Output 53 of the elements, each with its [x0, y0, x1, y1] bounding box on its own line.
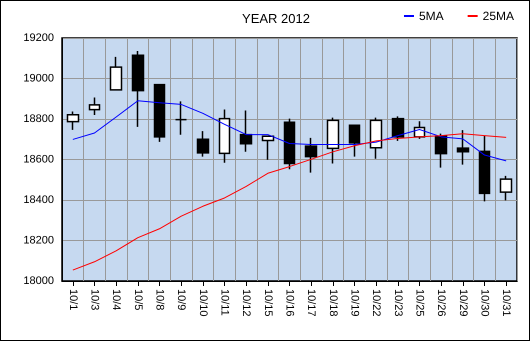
legend-label: 5MA	[418, 9, 444, 23]
x-tick-label: 10/31	[500, 289, 512, 317]
y-tick-label: 19200	[23, 32, 54, 44]
x-tick-label: 10/30	[478, 289, 490, 317]
y-tick-label: 18800	[23, 113, 54, 125]
x-tick-label: 10/29	[456, 289, 469, 317]
x-tick-label: 10/1	[66, 289, 79, 310]
x-tick-label: 10/12	[240, 289, 252, 317]
chart-title: YEAR 2012	[242, 11, 310, 26]
candlestick	[196, 130, 210, 158]
candlestick	[174, 100, 188, 136]
candlestick	[262, 135, 274, 160]
x-tick-label: 10/16	[284, 289, 296, 317]
x-tick-label: 10/8	[154, 289, 166, 310]
x-tick-label: 10/17	[305, 289, 318, 317]
x-tick-label: 10/22	[370, 289, 382, 317]
candlestick	[456, 129, 470, 166]
x-tick-label: 10/10	[196, 289, 209, 317]
y-tick-label: 18600	[23, 154, 54, 166]
candlestick	[66, 110, 80, 131]
x-tick-label: 10/4	[110, 289, 122, 310]
candlestick	[110, 56, 122, 91]
x-tick-label: 10/18	[326, 289, 339, 317]
legend-label: 25MA	[482, 9, 514, 23]
y-tick-label: 19000	[23, 72, 54, 84]
x-tick-label: 10/26	[435, 289, 448, 317]
candlestick	[284, 118, 296, 170]
line-series	[72, 100, 507, 162]
candlestick	[392, 116, 404, 142]
x-tick-label: 10/11	[218, 289, 230, 316]
x-tick-label: 10/25	[414, 289, 426, 317]
candlestick	[434, 132, 448, 168]
candlestick	[370, 116, 382, 160]
candlestick	[478, 135, 490, 202]
candlestick	[240, 110, 252, 153]
x-tick-label: 10/15	[262, 289, 274, 317]
x-tick-label: 10/3	[88, 289, 100, 310]
candlestick	[154, 84, 166, 143]
x-tick-label: 10/9	[175, 289, 188, 310]
y-tick-label: 18200	[23, 234, 54, 246]
line-series	[72, 133, 507, 271]
candlestick	[218, 108, 230, 164]
x-tick-label: 10/23	[392, 289, 404, 317]
y-tick-label: 18400	[23, 194, 54, 206]
x-tick-label: 10/19	[348, 289, 360, 317]
candlestick	[348, 124, 360, 158]
candlestick	[88, 96, 100, 116]
candlestick	[500, 175, 512, 202]
y-tick-label: 18000	[23, 275, 54, 287]
x-tick-label: 10/5	[132, 289, 144, 310]
candlestick	[326, 116, 340, 164]
candlestick	[132, 50, 144, 128]
candlestick	[304, 137, 318, 174]
